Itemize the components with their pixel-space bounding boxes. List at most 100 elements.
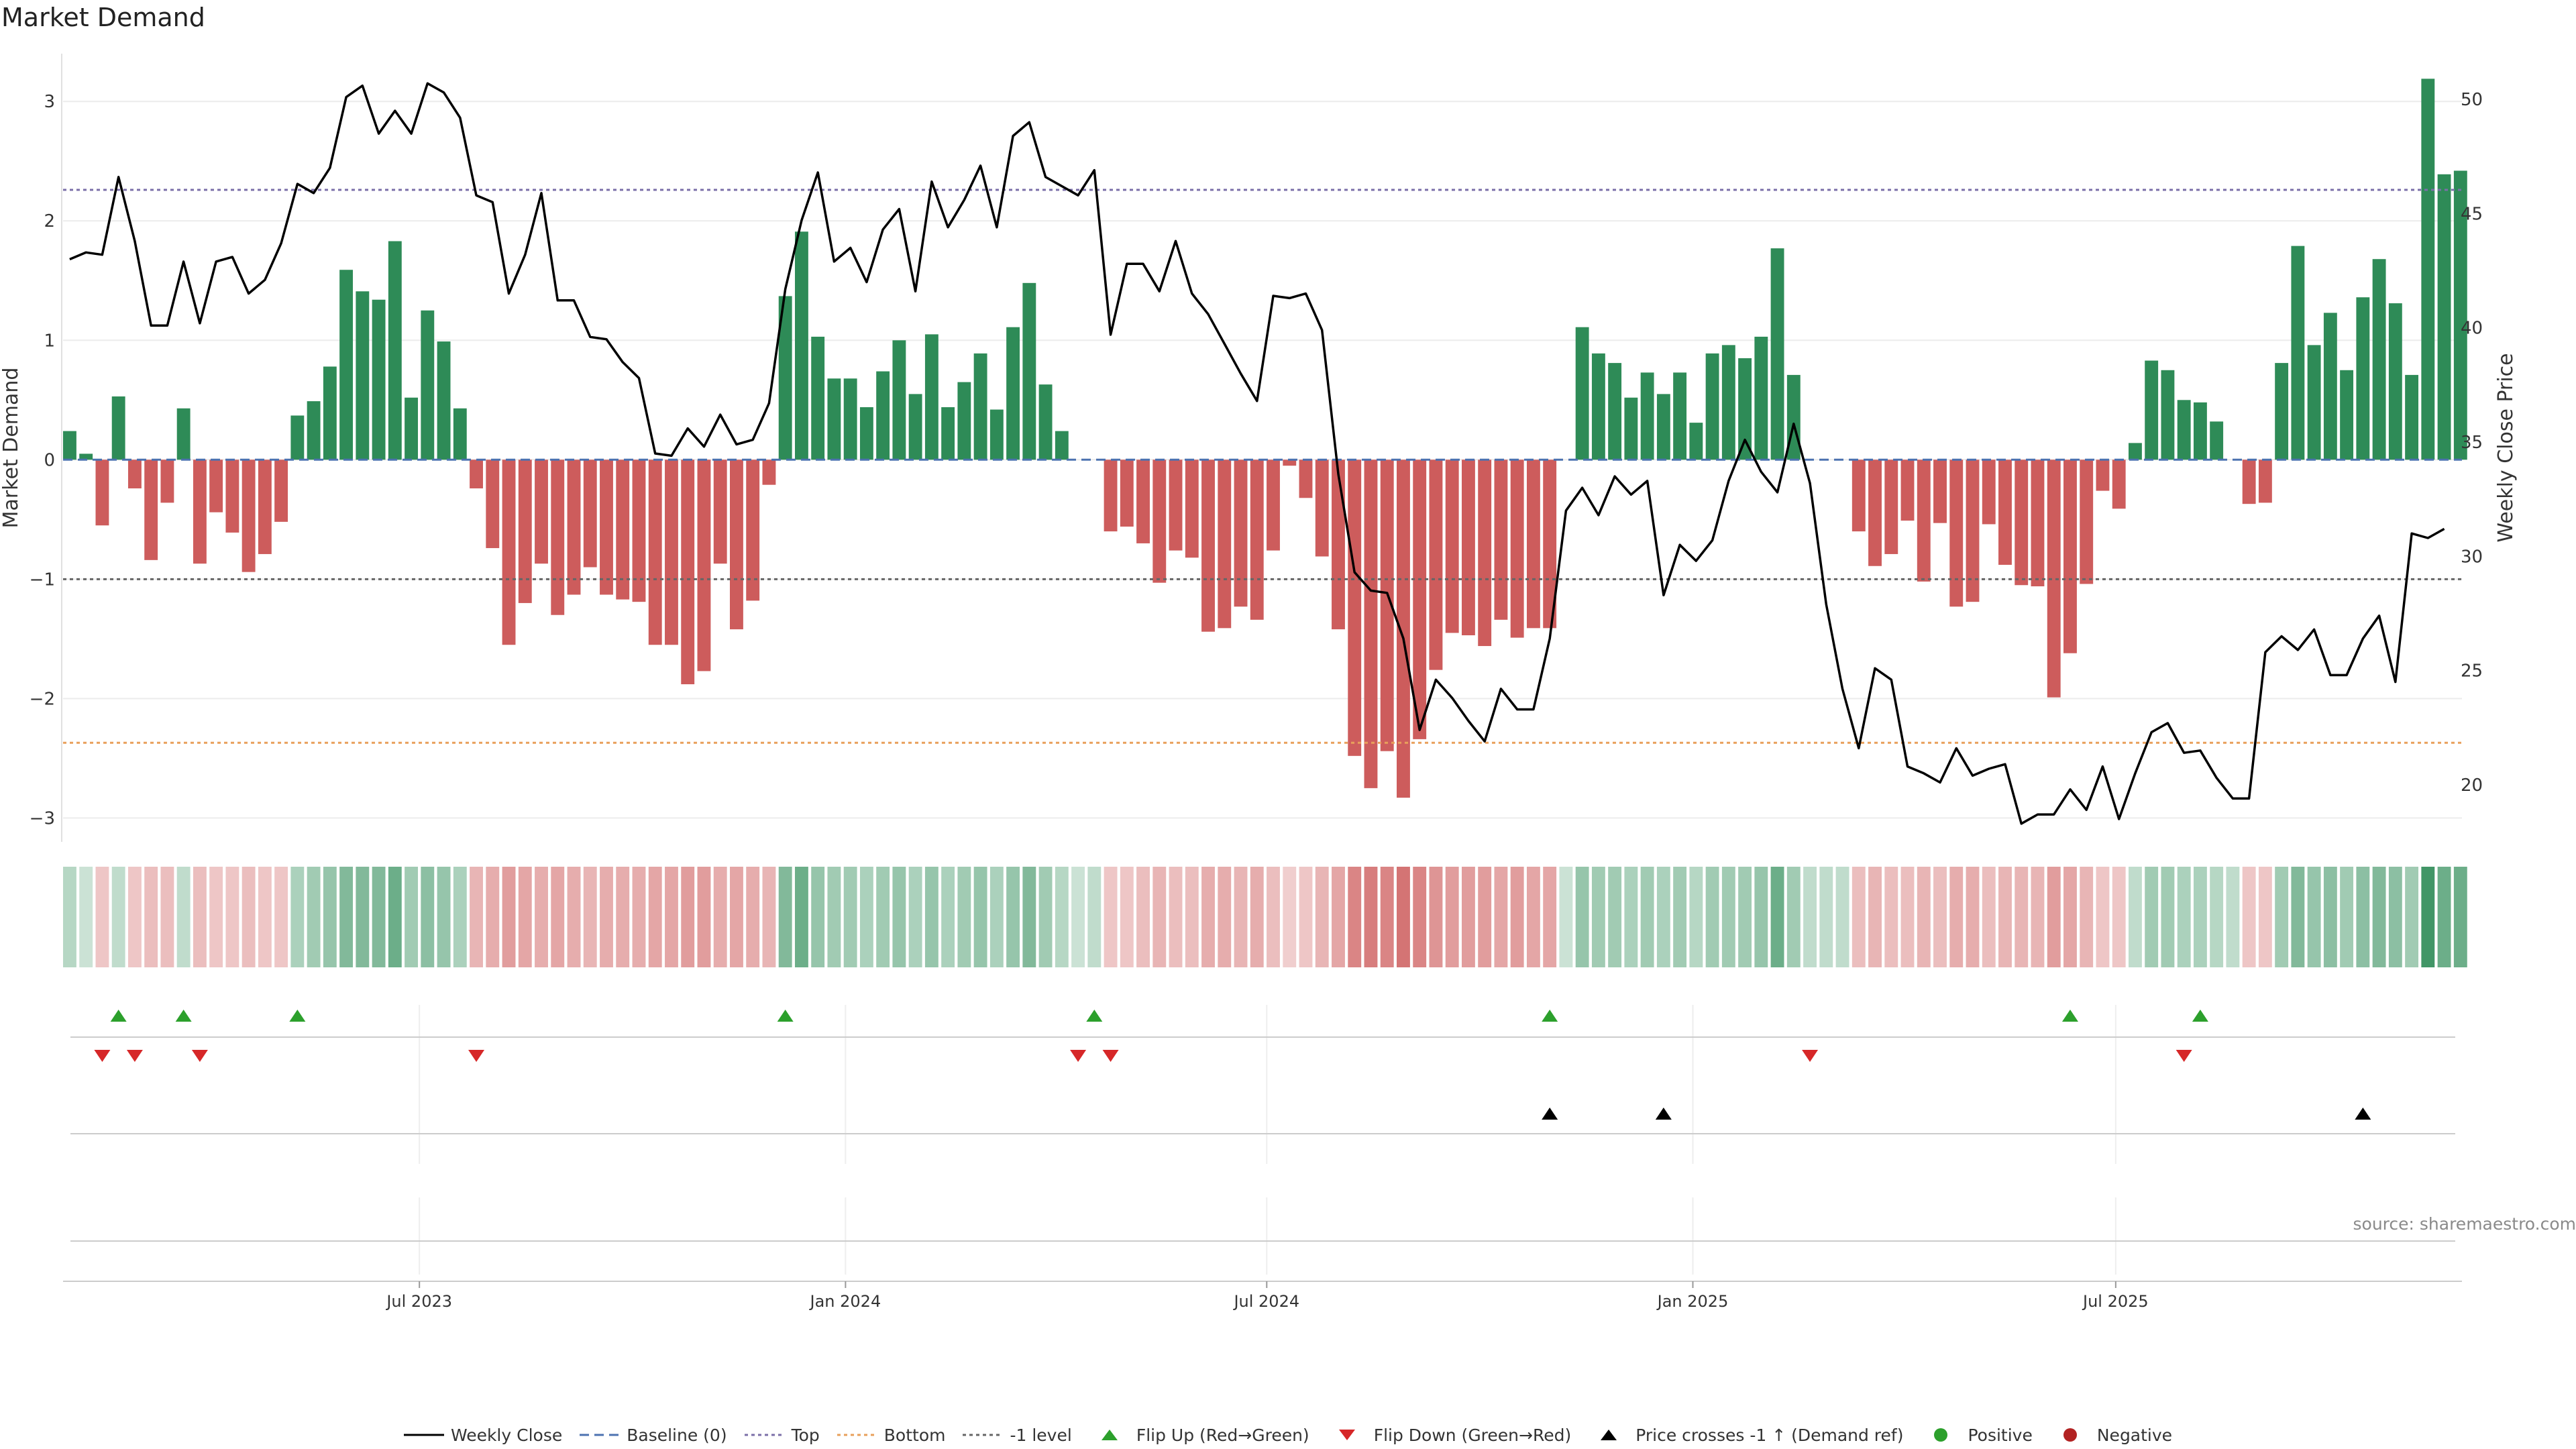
- demand-bar: [746, 460, 760, 601]
- heat-cell: [730, 867, 743, 967]
- demand-bar: [470, 460, 483, 489]
- heat-cell: [1445, 867, 1459, 967]
- demand-bar: [713, 460, 727, 564]
- demand-bar: [2388, 303, 2402, 460]
- demand-bar: [1201, 460, 1215, 632]
- demand-bar: [600, 460, 613, 595]
- x-tick-label: Jul 2023: [385, 1292, 452, 1311]
- heat-cell: [957, 867, 971, 967]
- demand-bar: [1299, 460, 1313, 498]
- heat-cell: [924, 867, 938, 967]
- reference-lines: [63, 189, 2462, 744]
- demand-bar: [730, 460, 743, 630]
- heat-cell: [2356, 867, 2370, 967]
- heat-cell: [1055, 867, 1069, 967]
- demand-bar: [632, 460, 646, 602]
- flip-up-marker: [777, 1010, 794, 1022]
- flip-down-marker: [94, 1050, 111, 1062]
- heat-cell: [2193, 867, 2207, 967]
- demand-bar: [176, 408, 191, 460]
- demand-bar: [388, 241, 402, 460]
- heat-cell: [2128, 867, 2142, 967]
- y2-tick-label: 30: [2461, 547, 2483, 567]
- legend-label: Negative: [2096, 1425, 2173, 1445]
- demand-bar: [2307, 345, 2321, 460]
- legend-item-flip-up: Flip Up (Red→Green): [1089, 1426, 1309, 1445]
- heat-cell: [1575, 867, 1589, 967]
- heat-cell: [63, 867, 76, 967]
- heat-cell: [2047, 867, 2061, 967]
- demand-bar: [892, 340, 906, 460]
- demand-bar: [1998, 460, 2012, 565]
- heat-cell: [908, 867, 922, 967]
- heat-cell: [2080, 867, 2094, 967]
- legend-item-negative: Negative: [2050, 1426, 2172, 1445]
- legend-item-flip-down: Flip Down (Green→Red): [1327, 1425, 1572, 1445]
- heat-cell: [2437, 867, 2451, 967]
- demand-bar: [583, 460, 597, 568]
- demand-bar: [2372, 259, 2386, 460]
- heat-cell: [1819, 867, 1833, 967]
- demand-bar: [95, 460, 109, 526]
- legend-swatch-positive-icon: [1921, 1427, 1961, 1443]
- flip-up-marker: [1542, 1010, 1558, 1022]
- heat-cell: [502, 867, 516, 967]
- demand-bar: [1022, 282, 1036, 460]
- demand-bar: [1624, 397, 1638, 460]
- heat-cell: [1917, 867, 1931, 967]
- signal-markers: [70, 1010, 2455, 1242]
- heat-cell: [1608, 867, 1622, 967]
- heat-cell: [274, 867, 288, 967]
- demand-bar: [1332, 460, 1345, 630]
- demand-bar: [1917, 460, 1931, 582]
- demand-bar: [1397, 460, 1410, 798]
- heat-cell: [193, 867, 207, 967]
- flip-up-marker: [289, 1010, 306, 1022]
- cross-marker: [2355, 1108, 2371, 1120]
- heat-cell: [697, 867, 711, 967]
- heat-cell: [372, 867, 386, 967]
- heat-cell: [1754, 867, 1768, 967]
- legend-swatch-negative-icon: [2050, 1427, 2090, 1443]
- heat-cell: [1721, 867, 1735, 967]
- demand-bar: [453, 408, 467, 460]
- demand-bar: [2421, 78, 2435, 460]
- heat-cell: [1397, 867, 1410, 967]
- demand-bar: [144, 460, 158, 560]
- flip-down-marker: [468, 1050, 485, 1062]
- legend-swatch-flip-down-icon: [1327, 1427, 1367, 1443]
- legend-label: Weekly Close: [450, 1425, 563, 1445]
- heat-cell: [648, 867, 662, 967]
- demand-bar: [2291, 246, 2305, 460]
- y-tick-label: −1: [30, 570, 55, 590]
- heat-cell: [1966, 867, 1980, 967]
- legend-swatch-cross-icon: [1589, 1427, 1629, 1443]
- heat-cell: [1429, 867, 1443, 967]
- demand-bar: [2096, 460, 2110, 491]
- demand-bar: [274, 460, 288, 522]
- heat-cell: [323, 867, 337, 967]
- legend-item-bottom: Bottom: [837, 1426, 945, 1445]
- heat-cell: [616, 867, 630, 967]
- heat-cell: [470, 867, 483, 967]
- heat-cell: [2340, 867, 2354, 967]
- heat-cell: [665, 867, 678, 967]
- legend-item-cross: Price crosses -1 ↑ (Demand ref): [1589, 1426, 1903, 1445]
- demand-bar: [1267, 460, 1280, 551]
- demand-bar: [79, 453, 93, 460]
- demand-bar: [2323, 313, 2337, 460]
- heat-cell: [989, 867, 1004, 967]
- heat-cell: [437, 867, 451, 967]
- flip-up-marker: [2192, 1010, 2208, 1022]
- demand-bar: [258, 460, 272, 554]
- heat-cell: [551, 867, 565, 967]
- heat-cell: [1624, 867, 1638, 967]
- flip-down-marker: [126, 1050, 143, 1062]
- heat-cell: [1640, 867, 1654, 967]
- legend-swatch-baseline-icon: [580, 1427, 621, 1443]
- legend-label: Flip Down (Green→Red): [1373, 1425, 1572, 1445]
- demand-bar: [1770, 248, 1784, 460]
- y2-tick-label: 25: [2461, 661, 2483, 682]
- demand-bar: [111, 396, 125, 460]
